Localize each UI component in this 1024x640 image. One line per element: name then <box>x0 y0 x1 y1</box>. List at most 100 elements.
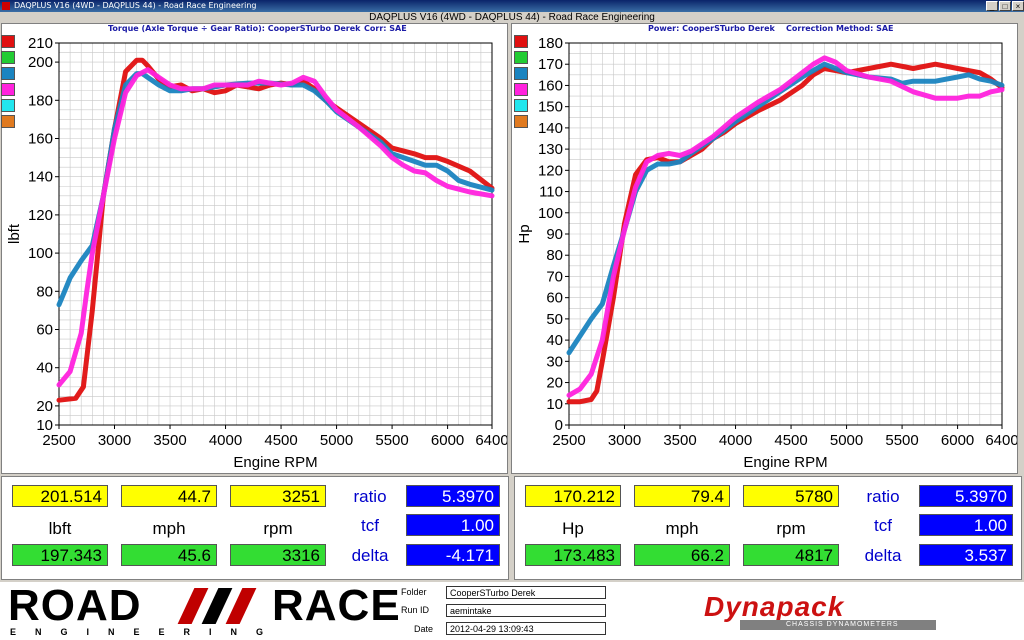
logo-word-road: ROAD <box>8 581 142 630</box>
y-tick-label: 0 <box>555 417 563 434</box>
y-tick-label: 140 <box>538 120 563 137</box>
readout-top-torque: 201.514 <box>12 485 108 507</box>
legend-swatch[interactable] <box>1 51 15 64</box>
window-titlebar: DAQPLUS V16 (4WD - DAQPLUS 44) - Road Ra… <box>0 0 1024 12</box>
dynapack-logo: Dynapack CHASSIS DYNAMOMETERS <box>700 592 940 632</box>
x-tick-label: 4000 <box>719 432 752 449</box>
ratio-value: 5.3970 <box>919 485 1013 507</box>
y-tick-label: 160 <box>28 131 53 148</box>
x-tick-label: 5500 <box>885 432 918 449</box>
readout-top-rpm: 3251 <box>230 485 326 507</box>
app-icon <box>2 2 10 10</box>
dynapack-underline <box>740 620 936 630</box>
ratio-value: 5.3970 <box>406 485 500 507</box>
y-tick-label: 80 <box>36 283 53 300</box>
x-tick-label: 2500 <box>552 432 585 449</box>
series-line <box>56 67 495 388</box>
legend-swatch[interactable] <box>514 51 528 64</box>
main-title: DAQPLUS V16 (4WD - DAQPLUS 44) - Road Ra… <box>369 12 655 23</box>
y-tick-label: 120 <box>538 162 563 179</box>
y-tick-label: 100 <box>28 245 53 262</box>
legend-swatch[interactable] <box>1 67 15 80</box>
readout-bottom-rpm: 4817 <box>743 544 839 566</box>
x-tick-label: 4500 <box>774 432 807 449</box>
window-title: DAQPLUS V16 (4WD - DAQPLUS 44) - Road Ra… <box>14 1 257 10</box>
minimize-button[interactable]: _ <box>986 1 998 11</box>
x-tick-label: 3500 <box>153 432 186 449</box>
road-race-logo: ROAD RACE ENGINEERING <box>8 584 400 638</box>
readout-bottom-torque: 197.343 <box>12 544 108 566</box>
plot-frame <box>58 42 493 426</box>
y-tick-label: 110 <box>539 184 563 201</box>
legend-swatch[interactable] <box>514 115 528 128</box>
legend-swatch[interactable] <box>1 83 15 96</box>
date-label: Date <box>414 624 434 634</box>
readout-top-mph: 44.7 <box>121 485 217 507</box>
series-line <box>56 57 495 403</box>
x-tick-label: 3000 <box>608 432 641 449</box>
y-tick-label: 10 <box>546 396 563 413</box>
y-tick-label: 170 <box>538 56 563 73</box>
legend-swatch[interactable] <box>514 99 528 112</box>
y-tick-label: 130 <box>538 141 563 158</box>
readout-bottom-rpm: 3316 <box>230 544 326 566</box>
maximize-button[interactable]: □ <box>999 1 1011 11</box>
series-line <box>566 61 1005 356</box>
delta-value: 3.537 <box>919 544 1013 566</box>
tcf-value: 1.00 <box>406 514 500 536</box>
x-tick-label: 6400 <box>985 432 1017 449</box>
x-tick-label: 4500 <box>264 432 297 449</box>
x-tick-label: 6000 <box>941 432 974 449</box>
y-tick-label: 140 <box>28 169 53 186</box>
legend-swatch[interactable] <box>1 35 15 48</box>
power-corr: Correction Method: SAE <box>786 24 894 33</box>
y-tick-label: 60 <box>36 322 53 339</box>
unit-rpm: rpm <box>776 519 806 538</box>
delta-value: -4.171 <box>406 544 500 566</box>
power-readout: 170.212 79.4 5780 Hp mph rpm 173.483 66.… <box>514 476 1022 580</box>
legend-swatch[interactable] <box>514 35 528 48</box>
x-axis-label: Engine RPM <box>743 454 827 471</box>
legend-swatch[interactable] <box>1 115 15 128</box>
logo-slashes <box>177 588 268 624</box>
torque-chart-panel: 10 20 40 60 80 100 120 140 160 180 200 210 2500 3000 3… <box>1 23 508 474</box>
legend-swatch[interactable] <box>514 67 528 80</box>
series-line <box>566 61 1005 405</box>
logo-word-race: RACE <box>272 581 401 630</box>
series-line <box>566 55 1005 398</box>
ratio-label: ratio <box>353 487 387 506</box>
tcf-label: tcf <box>874 516 892 535</box>
y-tick-label: 180 <box>538 35 563 52</box>
x-tick-label: 4000 <box>209 432 242 449</box>
y-tick-label: 90 <box>546 226 563 243</box>
readout-top-power: 170.212 <box>525 485 621 507</box>
close-button[interactable]: × <box>1012 1 1024 11</box>
readout-bottom-power: 173.483 <box>525 544 621 566</box>
legend-swatch[interactable] <box>1 99 15 112</box>
ratio-label: ratio <box>866 487 900 506</box>
y-tick-label: 100 <box>538 205 563 222</box>
folder-field: CooperSTurbo Derek <box>446 586 606 599</box>
dynapack-subtitle: CHASSIS DYNAMOMETERS <box>786 621 899 628</box>
delta-label: delta <box>864 546 902 565</box>
y-tick-label: 40 <box>36 360 53 377</box>
legend-swatch[interactable] <box>514 83 528 96</box>
y-tick-label: 200 <box>28 54 53 71</box>
runid-label: Run ID <box>401 605 430 615</box>
unit-rpm: rpm <box>263 519 293 538</box>
torque-readout: 201.514 44.7 3251 lbft mph rpm 197.343 4… <box>1 476 509 580</box>
readout-top-mph: 79.4 <box>634 485 730 507</box>
tcf-value: 1.00 <box>919 514 1013 536</box>
unit-hp: Hp <box>562 519 584 538</box>
y-tick-label: 60 <box>546 290 563 307</box>
delta-label: delta <box>351 546 389 565</box>
y-tick-label: 70 <box>546 268 563 285</box>
readout-bottom-mph: 66.2 <box>634 544 730 566</box>
readout-top-rpm: 5780 <box>743 485 839 507</box>
unit-mph: mph <box>665 519 699 538</box>
date-field: 2012-04-29 13:09:43 <box>446 622 606 635</box>
power-subtitle: Power: CooperSTurbo Derek <box>648 24 775 33</box>
y-tick-label: 160 <box>538 77 563 94</box>
y-tick-label: 50 <box>546 311 563 328</box>
y-tick-label: 40 <box>546 332 563 349</box>
